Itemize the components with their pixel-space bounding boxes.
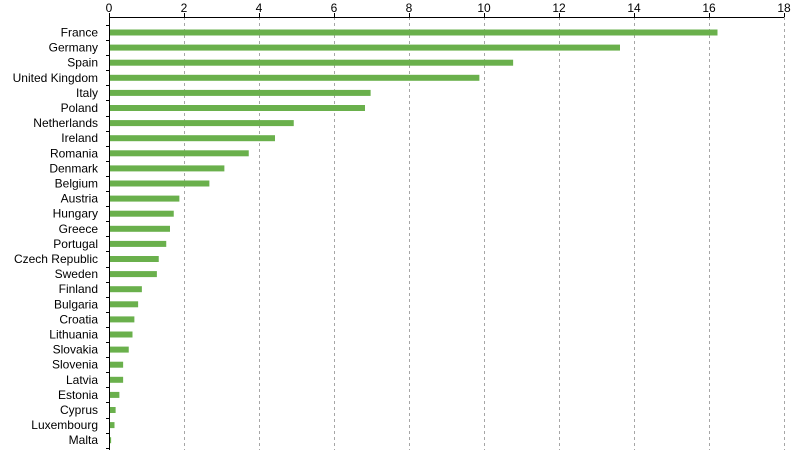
labels-layer: 0 2 4 6 8 10 12 14 16 18 FranceGermanySpainUnited … bbox=[13, 1, 791, 447]
x-tick-label: 16 bbox=[702, 1, 716, 15]
x-tick-label: 0 bbox=[106, 1, 113, 15]
axis-layer bbox=[106, 13, 785, 450]
bar-malta bbox=[110, 437, 112, 444]
category-label: Poland bbox=[61, 101, 98, 115]
category-label: Finland bbox=[59, 282, 98, 296]
bar-lithuania bbox=[110, 331, 133, 338]
x-tick-label: 12 bbox=[552, 1, 566, 15]
category-label: Denmark bbox=[49, 161, 99, 175]
category-label: Romania bbox=[50, 146, 98, 160]
category-label: Malta bbox=[69, 433, 99, 447]
category-label: Greece bbox=[59, 222, 99, 236]
x-tick-label: 14 bbox=[627, 1, 641, 15]
category-label: Slovakia bbox=[53, 343, 99, 357]
bar-estonia bbox=[110, 391, 120, 398]
bar-cyprus bbox=[110, 407, 116, 413]
category-label: Latvia bbox=[66, 373, 98, 387]
bar-greece bbox=[110, 225, 170, 232]
x-tick-label: 18 bbox=[777, 1, 791, 15]
category-label: Lithuania bbox=[49, 328, 98, 342]
bar-luxembourg bbox=[110, 422, 115, 429]
bar-italy bbox=[110, 89, 371, 96]
category-label: Croatia bbox=[59, 312, 98, 326]
x-tick-label: 4 bbox=[256, 1, 263, 15]
x-tick-label: 10 bbox=[477, 1, 491, 15]
bar-portugal bbox=[110, 240, 167, 247]
bar-denmark bbox=[110, 165, 225, 172]
bar-croatia bbox=[110, 316, 135, 323]
category-label: Ireland bbox=[61, 131, 98, 145]
bar-slovenia bbox=[110, 361, 124, 368]
category-label: Germany bbox=[49, 41, 98, 55]
bar-netherlands bbox=[110, 120, 294, 127]
category-label: Netherlands bbox=[33, 116, 98, 130]
x-tick-label: 2 bbox=[181, 1, 188, 15]
category-label: Italy bbox=[76, 86, 98, 100]
category-label: Austria bbox=[61, 192, 99, 206]
bar-czech-republic bbox=[110, 256, 159, 262]
category-label: Slovenia bbox=[52, 358, 98, 372]
x-tick-label: 8 bbox=[406, 1, 413, 15]
x-tick-label: 6 bbox=[331, 1, 338, 15]
category-label: Spain bbox=[67, 56, 98, 70]
bar-latvia bbox=[110, 376, 124, 383]
bar-france bbox=[110, 29, 718, 36]
bar-poland bbox=[110, 105, 365, 111]
bar-hungary bbox=[110, 210, 174, 217]
category-label: Hungary bbox=[53, 207, 98, 221]
bar-united-kingdom bbox=[110, 74, 480, 81]
category-label: Czech Republic bbox=[14, 252, 98, 266]
bar-ireland bbox=[110, 135, 275, 142]
bar-germany bbox=[110, 44, 620, 51]
bar-slovakia bbox=[110, 346, 129, 353]
category-label: France bbox=[61, 26, 99, 40]
category-label: Estonia bbox=[58, 388, 98, 402]
category-label: Belgium bbox=[55, 177, 98, 191]
category-label: Cyprus bbox=[60, 403, 98, 417]
bar-sweden bbox=[110, 271, 157, 278]
bar-spain bbox=[110, 59, 514, 66]
category-label: United Kingdom bbox=[13, 71, 98, 85]
category-label: Bulgaria bbox=[54, 297, 98, 311]
bar-bulgaria bbox=[110, 301, 139, 308]
category-label: Portugal bbox=[53, 237, 98, 251]
bar-finland bbox=[110, 286, 142, 293]
category-label: Sweden bbox=[55, 267, 98, 281]
bar-romania bbox=[110, 150, 249, 157]
bars-layer bbox=[110, 29, 718, 444]
grid-layer bbox=[184, 17, 785, 450]
bar-austria bbox=[110, 195, 180, 202]
category-label: Luxembourg bbox=[31, 418, 98, 432]
bar-belgium bbox=[110, 180, 210, 187]
